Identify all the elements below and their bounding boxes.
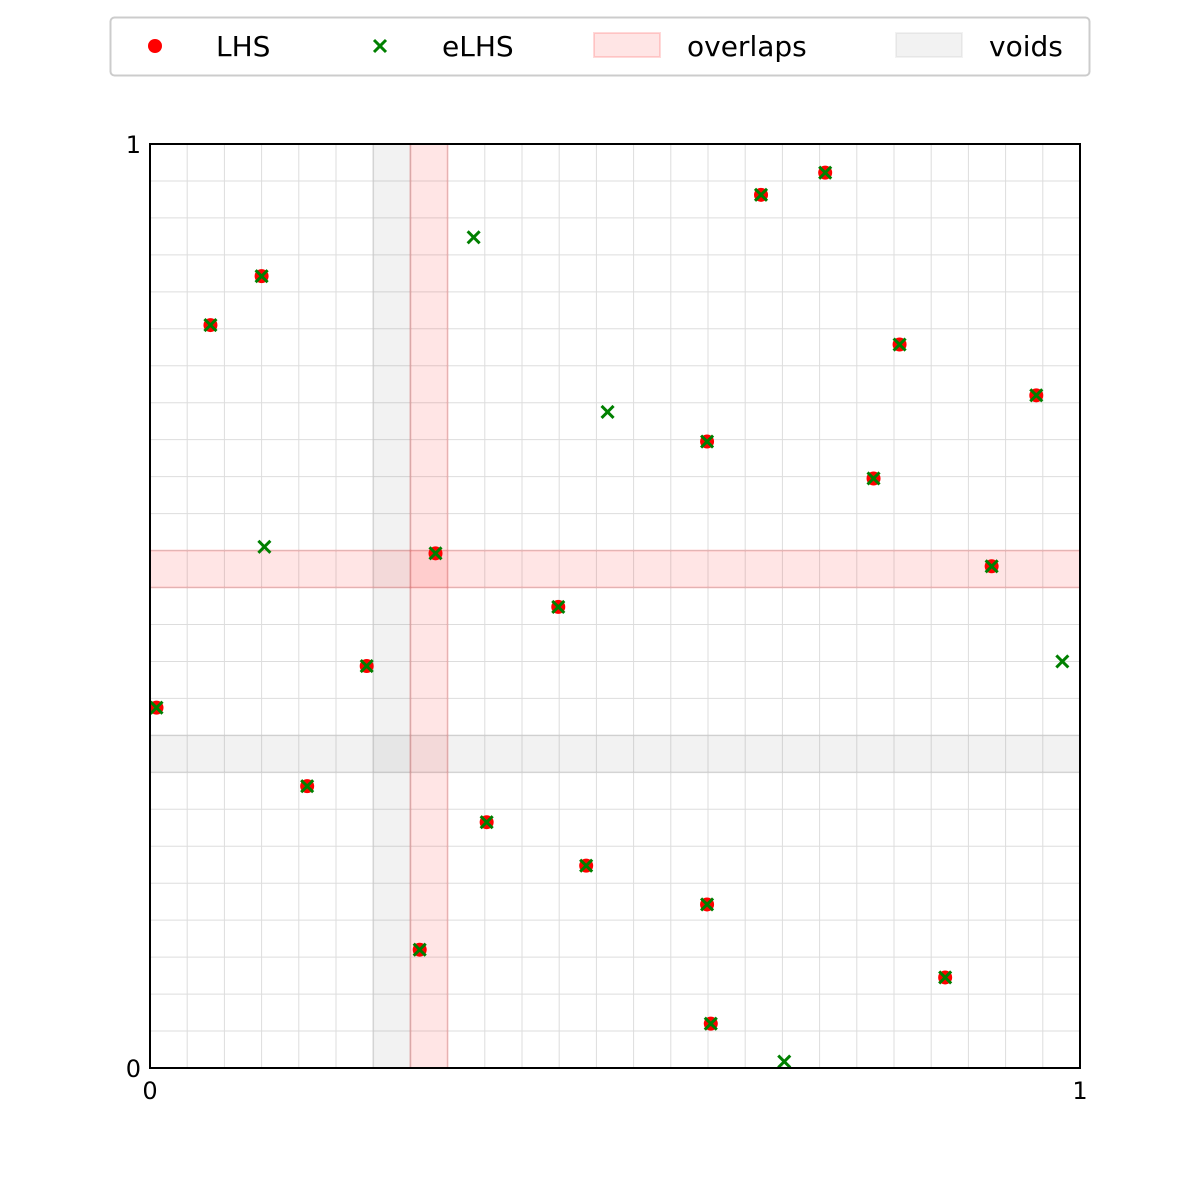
legend: LHS eLHS overlaps voids — [109, 16, 1091, 77]
overlap-band — [149, 549, 1081, 589]
elhs-point — [984, 559, 999, 574]
legend-entry-voids: voids — [895, 30, 1063, 63]
y-tick-label-1: 1 — [126, 131, 141, 159]
x-tick-label-0: 0 — [142, 1077, 157, 1105]
legend-entry-elhs: eLHS — [372, 30, 514, 63]
elhs-point — [892, 337, 907, 352]
legend-entry-overlaps: overlaps — [593, 30, 807, 63]
elhs-point — [777, 1054, 792, 1069]
elhs-point — [600, 404, 615, 420]
elhs-point — [479, 815, 494, 830]
legend-elhs-marker — [372, 38, 388, 54]
legend-lhs-marker — [148, 39, 162, 53]
void-band — [372, 143, 412, 1069]
legend-voids-patch — [895, 32, 963, 58]
overlap-band — [409, 143, 449, 1069]
legend-voids-label: voids — [989, 30, 1063, 63]
elhs-point — [866, 471, 881, 486]
legend-frame — [109, 16, 1091, 77]
axes-labels: 0 1 0 1 — [126, 131, 1088, 1105]
void-band — [149, 734, 1081, 774]
legend-overlaps-patch — [593, 32, 661, 58]
elhs-point — [466, 230, 481, 245]
elhs-point — [579, 858, 594, 873]
elhs-point — [1055, 654, 1070, 669]
legend-elhs-label: eLHS — [442, 30, 514, 63]
elhs-point — [257, 539, 272, 554]
elhs-point — [254, 269, 269, 284]
bands — [149, 143, 1081, 1069]
x-tick-label-1: 1 — [1072, 1077, 1087, 1105]
elhs-point — [551, 599, 566, 614]
y-tick-label-0: 0 — [126, 1055, 141, 1083]
elhs-point — [428, 546, 443, 561]
elhs-point — [412, 942, 427, 957]
elhs-point — [300, 779, 315, 794]
grid — [150, 144, 1080, 1068]
elhs-point — [1029, 388, 1044, 403]
elhs-point — [359, 658, 374, 674]
plot-frame — [149, 143, 1081, 1069]
elhs-point — [818, 165, 833, 180]
elhs-point — [203, 318, 218, 333]
elhs-point — [938, 970, 953, 985]
elhs-point — [700, 434, 715, 449]
elhs-point — [149, 700, 164, 715]
elhs-point — [703, 1016, 718, 1031]
elhs-series — [149, 165, 1070, 1069]
elhs-point — [753, 187, 769, 202]
plot-area — [149, 143, 1081, 1069]
legend-entry-lhs: LHS — [148, 30, 270, 63]
legend-lhs-label: LHS — [216, 30, 270, 63]
legend-overlaps-label: overlaps — [687, 30, 807, 63]
elhs-point — [700, 897, 715, 912]
